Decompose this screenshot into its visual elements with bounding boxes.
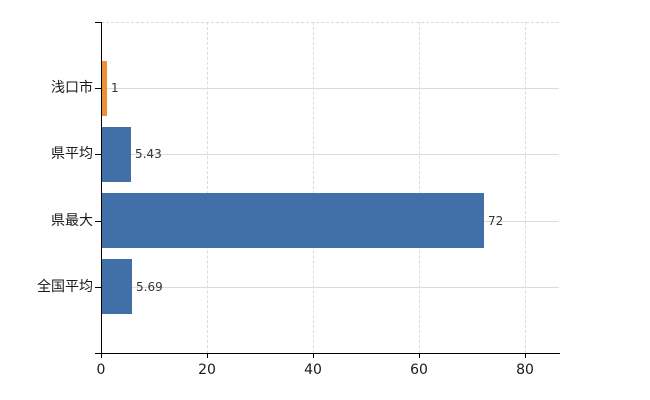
y-axis-line	[101, 22, 102, 353]
bar	[102, 60, 107, 116]
y-axis-top-tick	[95, 22, 101, 23]
vertical-gridline	[207, 22, 209, 353]
x-tick-label: 80	[516, 362, 534, 378]
bar	[102, 126, 131, 182]
category-label: 浅口市	[51, 80, 93, 97]
category-label: 県平均	[51, 146, 93, 163]
x-axis-tick	[207, 353, 209, 358]
x-axis-tick	[101, 353, 102, 358]
vertical-gridline	[525, 22, 527, 353]
bar-value-label: 5.69	[136, 279, 163, 294]
bar	[102, 259, 132, 315]
x-tick-label: 60	[410, 362, 428, 378]
x-axis-line	[95, 353, 560, 354]
category-gridline	[101, 88, 559, 90]
plot-top-border	[101, 22, 559, 23]
x-tick-label: 40	[304, 362, 322, 378]
category-label: 全国平均	[37, 278, 93, 295]
bar	[102, 193, 484, 249]
category-tick	[95, 220, 101, 222]
category-tick	[95, 88, 101, 90]
x-tick-label: 20	[198, 362, 216, 378]
category-label: 県最大	[51, 212, 93, 229]
category-tick	[95, 286, 101, 288]
category-tick	[95, 154, 101, 156]
x-tick-label: 0	[96, 362, 106, 378]
vertical-gridline	[313, 22, 315, 353]
vertical-gridline	[419, 22, 421, 353]
bar-value-label: 72	[488, 213, 504, 228]
x-axis-tick	[525, 353, 527, 358]
x-axis-tick	[313, 353, 315, 358]
category-gridline	[101, 286, 559, 288]
x-axis-tick	[419, 353, 421, 358]
bar-value-label: 5.43	[135, 147, 162, 162]
bar-value-label: 1	[111, 81, 119, 96]
category-gridline	[101, 154, 559, 156]
